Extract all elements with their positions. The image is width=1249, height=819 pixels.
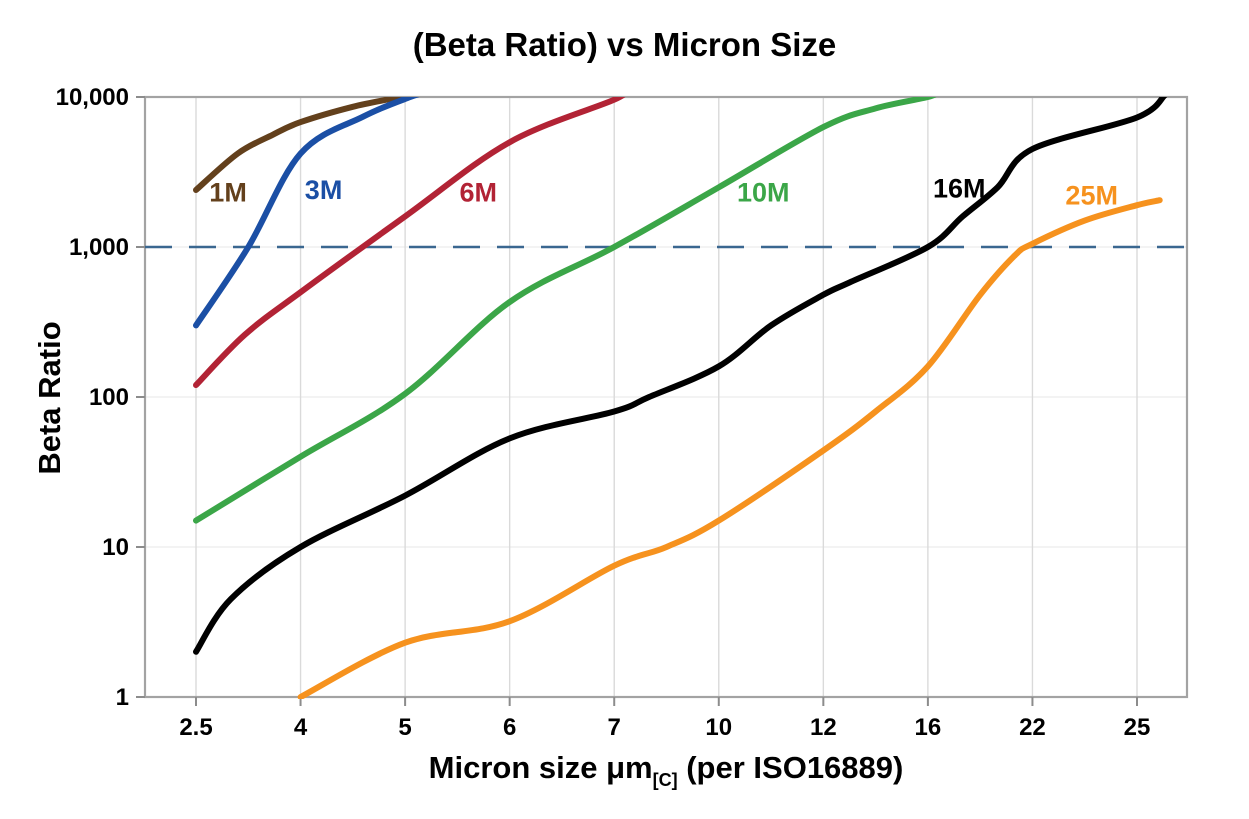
y-tick-label-10,000: 10,000 (56, 84, 129, 111)
y-tick-label-100: 100 (89, 384, 129, 411)
series-curve-25M (297, 197, 1163, 699)
x-tick-label-4: 4 (294, 714, 308, 741)
x-tick-label-6: 6 (503, 714, 516, 741)
series-label-25M: 25M (1065, 181, 1118, 211)
series-curve-3M (193, 97, 420, 329)
x-axis-label-text: Micron size μm (428, 750, 653, 785)
series-curve-16M (193, 97, 1168, 655)
x-tick-label-2.5: 2.5 (179, 714, 212, 741)
x-tick-label-10: 10 (705, 714, 732, 741)
x-tick-label-25: 25 (1124, 714, 1151, 741)
x-axis-label: Micron size μm[C] (per ISO16889) (145, 750, 1187, 790)
series-label-10M: 10M (737, 178, 790, 208)
series-label-6M: 6M (460, 178, 498, 208)
x-tick-label-7: 7 (608, 714, 621, 741)
x-axis-label-subscript: [C] (652, 770, 678, 790)
x-axis-label-suffix: (per ISO16889) (677, 750, 904, 785)
x-tick-label-5: 5 (398, 714, 411, 741)
series-curves (193, 97, 1168, 699)
chart-title: (Beta Ratio) vs Micron Size (412, 26, 837, 63)
series-label-16M: 16M (933, 174, 986, 204)
series-curve-1M (193, 97, 413, 193)
x-tick-label-12: 12 (810, 714, 837, 741)
y-tick-label-1: 1 (116, 684, 129, 711)
x-tick-label-16: 16 (915, 714, 942, 741)
y-tick-label-10: 10 (102, 534, 129, 561)
series-curve-10M (193, 97, 937, 524)
y-tick-label-1,000: 1,000 (69, 234, 129, 261)
series-label-1M: 1M (209, 178, 247, 208)
series-label-3M: 3M (305, 175, 343, 205)
series-curve-6M (193, 97, 626, 389)
x-tick-label-22: 22 (1019, 714, 1046, 741)
